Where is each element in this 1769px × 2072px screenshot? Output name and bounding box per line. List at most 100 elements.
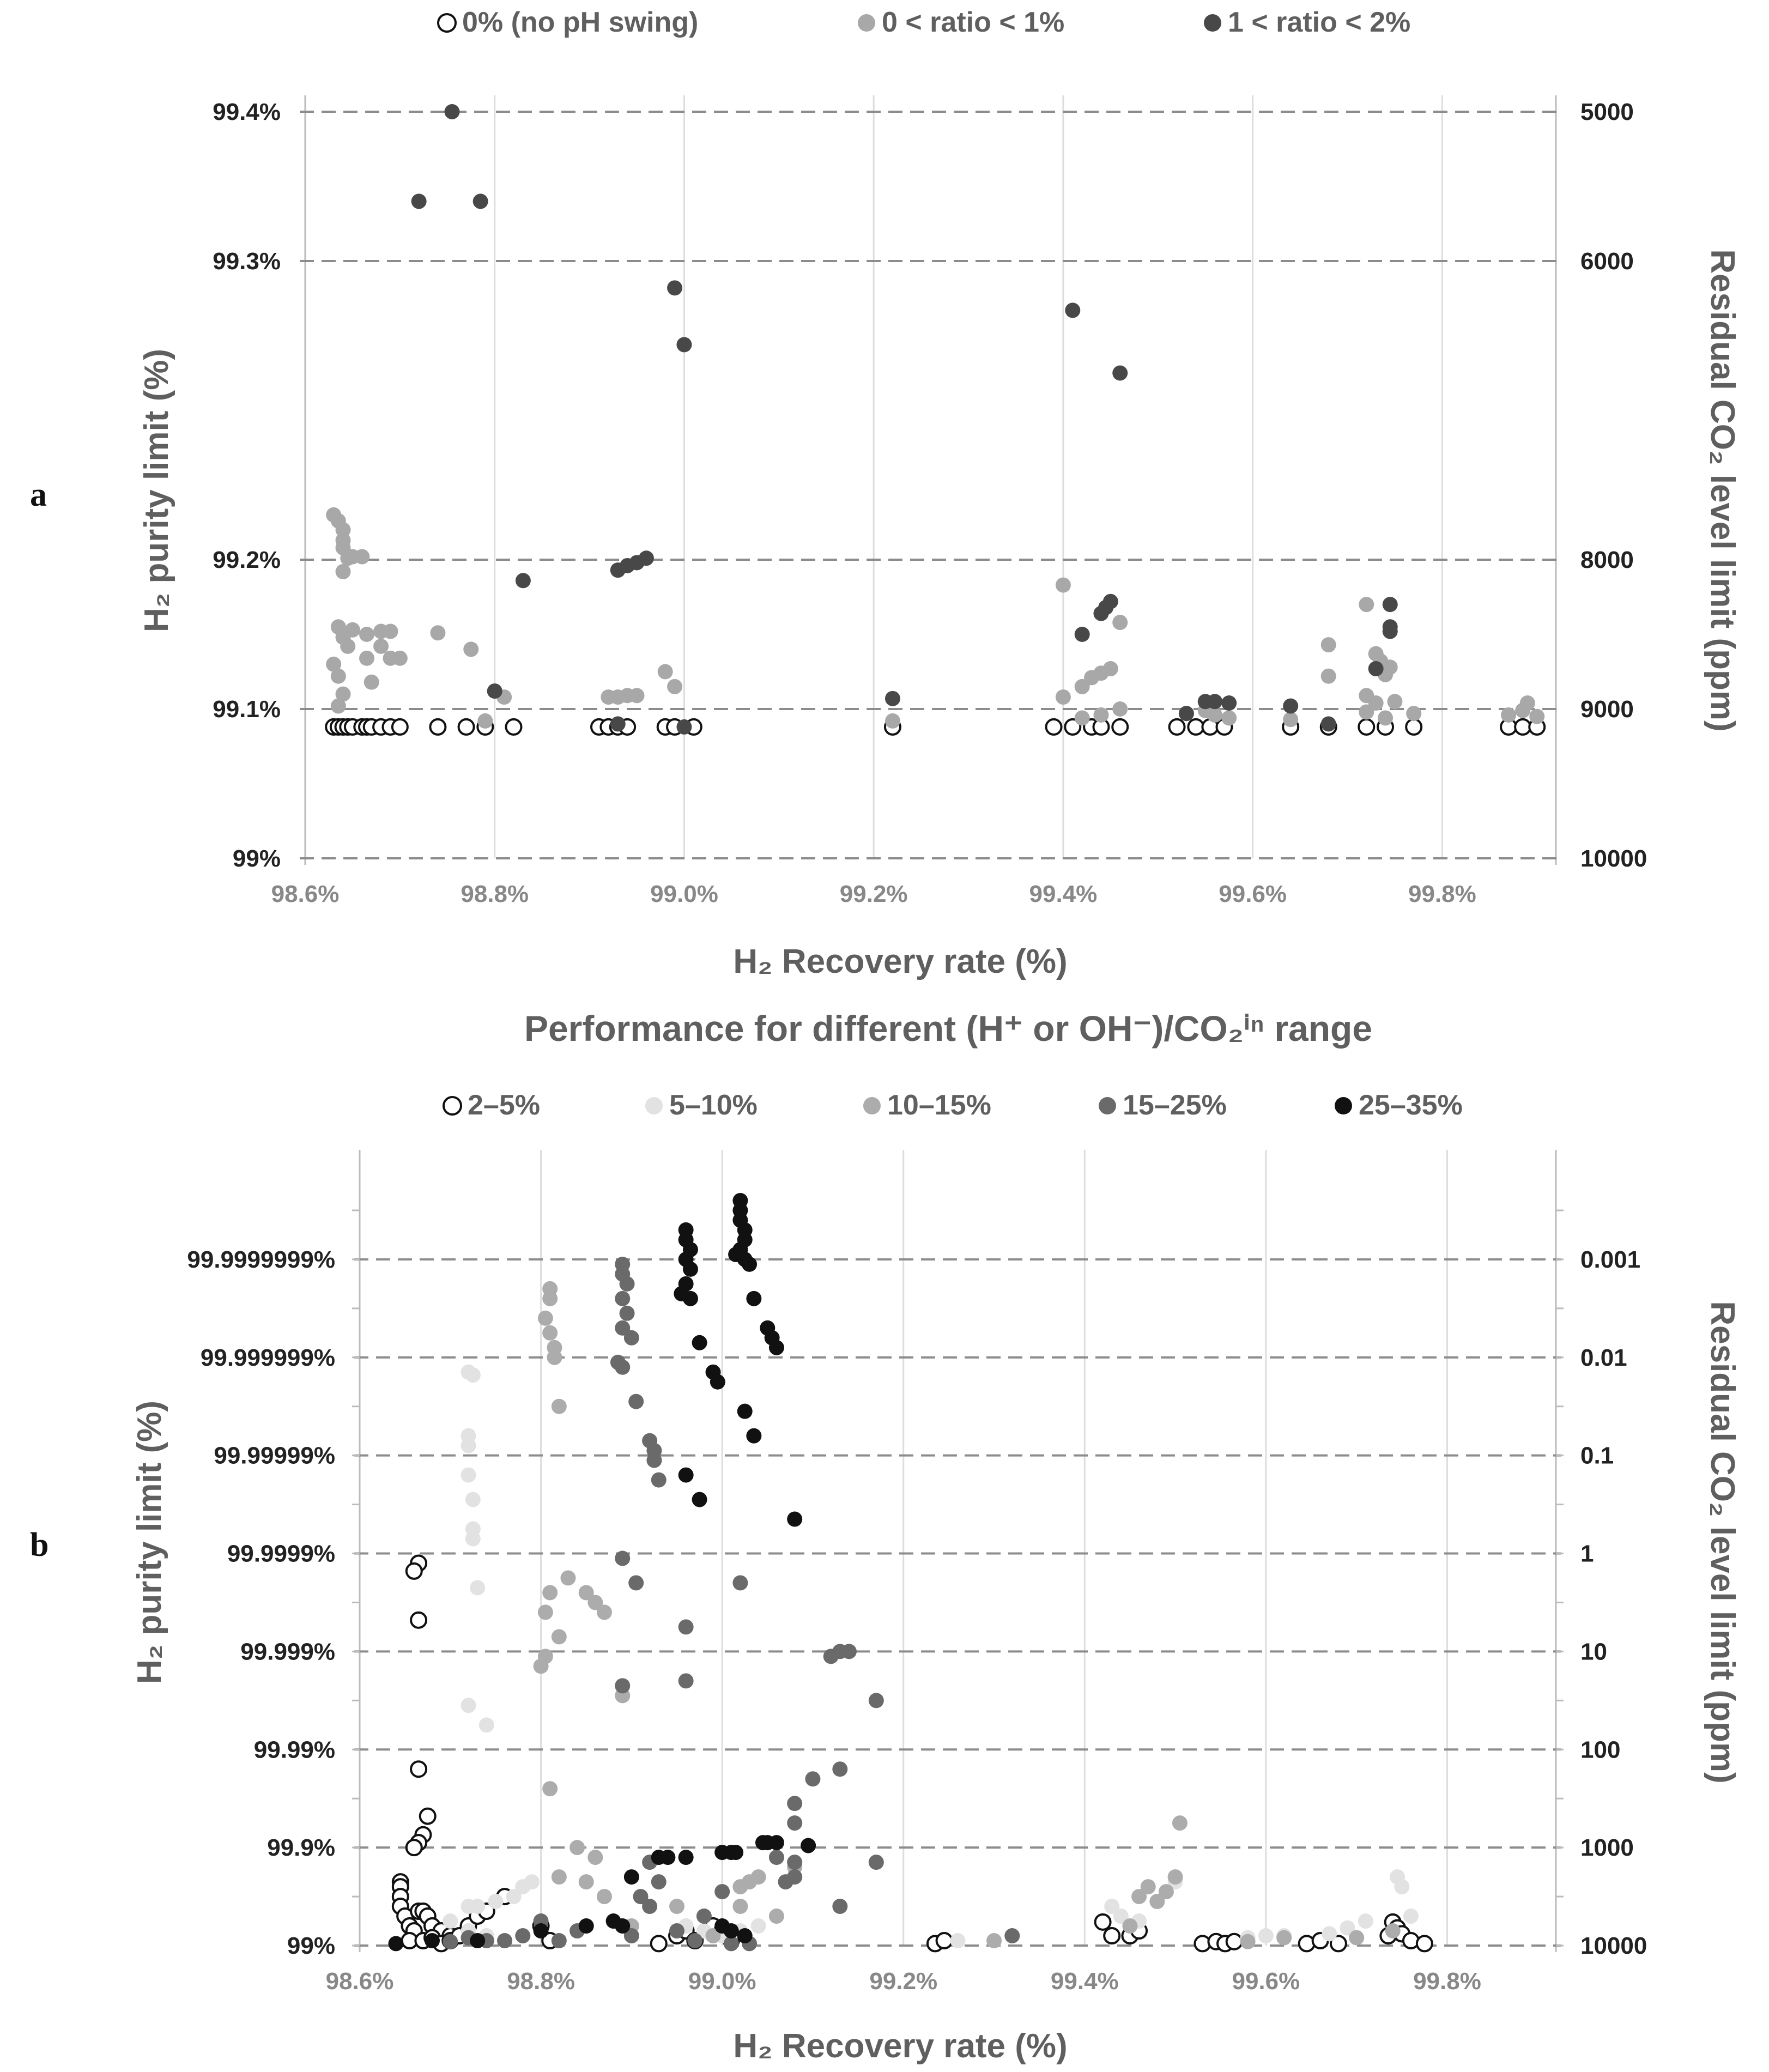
y-tick-label-left: 99.99999% (214, 1443, 335, 1469)
y-tick-label-left: 99.1% (213, 696, 281, 723)
y-tick-label-right: 1 (1580, 1541, 1594, 1567)
tick-labels-b: 98.6% 98.8% 99.0% 99.2% 99.4% 99.6% 99.8% 99.99… (187, 1246, 1647, 1995)
legend-a: 0% (no pH swing) 0 < ratio < 1% 1 < ratio … (437, 7, 1410, 38)
data-point (1168, 718, 1186, 736)
y-tick-label-left: 99.9999999% (187, 1246, 335, 1273)
data-point (1104, 1899, 1120, 1915)
data-point (578, 1918, 594, 1934)
data-point (1055, 577, 1071, 593)
y-axis-label-right-a: Residual CO₂ level limit (ppm) (1704, 249, 1741, 731)
data-point (1415, 1935, 1433, 1953)
data-point (1074, 627, 1090, 642)
data-point (1406, 706, 1422, 722)
data-point (1283, 698, 1299, 714)
data-point (551, 1398, 567, 1414)
data-point (1382, 597, 1398, 613)
legend-marker (437, 13, 457, 33)
x-tick-label: 99.0% (650, 881, 718, 907)
x-tick-label: 99.8% (1413, 1968, 1481, 1995)
data-point (742, 1256, 758, 1272)
data-point (443, 1913, 458, 1929)
legend-label: 15–25% (1123, 1089, 1227, 1121)
legend-marker (645, 1097, 663, 1114)
data-point (1322, 1926, 1337, 1942)
data-point (746, 1291, 762, 1306)
data-point (723, 1936, 739, 1952)
data-point (515, 573, 531, 589)
data-point (678, 1850, 694, 1865)
x-axis-label-b: H₂ Recovery rate (%) (733, 2027, 1067, 2065)
data-point (669, 1899, 685, 1915)
data-point (678, 1619, 694, 1635)
data-point (787, 1855, 803, 1870)
x-tick-label: 99.4% (1029, 881, 1098, 907)
data-point (615, 1550, 631, 1566)
data-point (723, 1923, 739, 1939)
data-point (692, 1492, 707, 1507)
data-point (676, 719, 692, 735)
data-point (1207, 707, 1223, 723)
y-tick-label-left: 99.99% (254, 1736, 335, 1763)
data-point (1359, 704, 1374, 720)
data-point (470, 1933, 486, 1949)
legend-marker (443, 1096, 462, 1116)
data-point (505, 718, 523, 736)
data-point (750, 1918, 766, 1934)
data-point (326, 656, 342, 672)
data-point (340, 638, 356, 654)
data-point (465, 1492, 481, 1507)
data-point (1368, 661, 1384, 677)
y-tick-label-left: 99.9% (267, 1834, 335, 1861)
data-point (1382, 659, 1398, 675)
data-point (391, 718, 409, 736)
data-point (330, 698, 346, 714)
data-point (667, 678, 683, 694)
data-point (570, 1840, 585, 1856)
data-point (1112, 701, 1128, 717)
data-point (1131, 1889, 1147, 1905)
data-point (1065, 302, 1081, 318)
y-tick-label-left: 99.999% (240, 1638, 335, 1665)
x-tick-label: 99.0% (688, 1968, 756, 1995)
legend-marker (1099, 1097, 1116, 1114)
data-point (676, 337, 692, 353)
data-point (457, 718, 475, 736)
data-point (1320, 716, 1336, 732)
data-point (629, 688, 645, 704)
data-point (444, 104, 460, 119)
data-point (1122, 1918, 1138, 1934)
y-tick-label-right: 0.001 (1580, 1246, 1640, 1273)
data-point (950, 1933, 966, 1949)
y-tick-label-right: 100 (1580, 1736, 1620, 1763)
data-point (628, 1394, 644, 1409)
data-point (1359, 597, 1374, 613)
data-point (1349, 1930, 1365, 1946)
grid-a (300, 95, 1561, 865)
data-point (497, 1933, 513, 1949)
data-point (642, 1899, 658, 1915)
data-point (1519, 695, 1535, 711)
data-point (638, 550, 654, 566)
data-point (542, 1781, 558, 1797)
y-axis-label-right-b: Residual CO₂ level limit (ppm) (1704, 1301, 1741, 1783)
data-point (728, 1246, 744, 1262)
y-axis-label-a: H₂ purity limit (%) (138, 349, 175, 632)
data-point (1172, 1815, 1188, 1831)
scatter-marks-b (388, 1192, 1433, 1953)
y-tick-label-right: 10 (1580, 1638, 1607, 1665)
scatter-marks-a (325, 104, 1546, 736)
data-point (750, 1869, 766, 1885)
data-point (1529, 708, 1545, 724)
data-point (1405, 718, 1423, 736)
data-point (1064, 718, 1082, 736)
x-tick-label: 98.6% (326, 1968, 394, 1995)
y-tick-label-right: 10000 (1580, 845, 1647, 872)
data-point (1258, 1928, 1274, 1944)
data-point (1320, 637, 1336, 653)
data-point (610, 716, 626, 732)
data-point (587, 1850, 603, 1865)
x-tick-label: 99.2% (869, 1968, 937, 1995)
panel-label-a: a (30, 476, 47, 513)
data-point (1225, 1932, 1243, 1950)
